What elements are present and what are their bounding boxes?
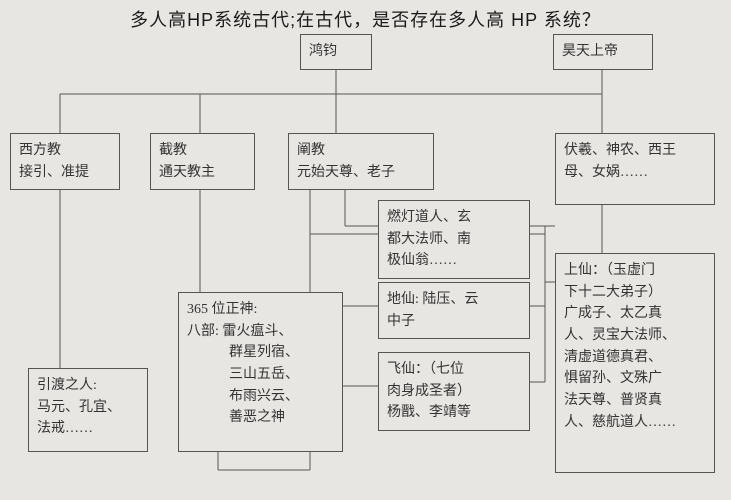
node-line: 下十二大弟子） [564,282,706,304]
node-hongjun: 鸿钧 [300,34,372,70]
node-line: 通天教主 [159,162,246,184]
node-line: 元始天尊、老子 [297,162,425,184]
node-line: 杨戬、李靖等 [387,402,521,424]
node-line: 极仙翁…… [387,250,521,272]
node-line: 阐教 [297,140,425,162]
node-line: 人、慈航道人…… [564,412,706,434]
node-line: 西方教 [19,140,111,162]
node-line: 布雨兴云、 [187,386,334,408]
node-line: 飞仙：（七位 [387,359,521,381]
node-zhengshen: 365 位正神:八部: 雷火瘟斗、 群星列宿、 三山五岳、 布雨兴云、 善恶之神 [178,292,343,452]
node-line: 燃灯道人、玄 [387,207,521,229]
node-line: 伏羲、神农、西王 [564,140,706,162]
node-line: 马元、孔宜、 [37,397,139,419]
node-line: 365 位正神: [187,299,334,321]
node-feixian: 飞仙：（七位肉身成圣者）杨戬、李靖等 [378,352,530,431]
node-randeng: 燃灯道人、玄都大法师、南极仙翁…… [378,200,530,279]
node-line: 广成子、太乙真 [564,303,706,325]
node-line: 八部: 雷火瘟斗、 [187,321,334,343]
node-chanjiao: 阐教元始天尊、老子 [288,133,434,190]
node-line: 截教 [159,140,246,162]
node-line: 母、女娲…… [564,162,706,184]
node-line: 都大法师、南 [387,229,521,251]
node-line: 人、灵宝大法师、 [564,325,706,347]
node-line: 鸿钧 [309,41,363,63]
diagram-canvas: 多人高HP系统古代;在古代，是否存在多人高 HP 系统？ 鸿钧 昊天上帝西方教接引… [0,0,731,500]
node-line: 中子 [387,311,521,333]
node-line: 肉身成圣者） [387,381,521,403]
node-line: 地仙: 陆压、云 [387,289,521,311]
node-line: 群星列宿、 [187,342,334,364]
node-zaijiao: 截教通天教主 [150,133,255,190]
node-line: 惧留孙、文殊广 [564,368,706,390]
node-xifang: 西方教接引、准提 [10,133,120,190]
diagram-title: 多人高HP系统古代;在古代，是否存在多人高 HP 系统？ [0,6,731,32]
node-shangxian: 上仙：（玉虚门下十二大弟子）广成子、太乙真人、灵宝大法师、清虚道德真君、惧留孙、… [555,253,715,473]
node-line: 接引、准提 [19,162,111,184]
node-dixian: 地仙: 陆压、云中子 [378,282,530,339]
node-haotian: 昊天上帝 [553,34,653,70]
node-yindu: 引渡之人:马元、孔宜、法戒…… [28,368,148,452]
node-line: 昊天上帝 [562,41,644,63]
node-line: 上仙：（玉虚门 [564,260,706,282]
node-line: 法戒…… [37,418,139,440]
node-line: 三山五岳、 [187,364,334,386]
node-line: 引渡之人: [37,375,139,397]
node-line: 法天尊、普贤真 [564,390,706,412]
node-line: 清虚道德真君、 [564,347,706,369]
node-line: 善恶之神 [187,407,334,429]
node-fuxi: 伏羲、神农、西王母、女娲…… [555,133,715,205]
